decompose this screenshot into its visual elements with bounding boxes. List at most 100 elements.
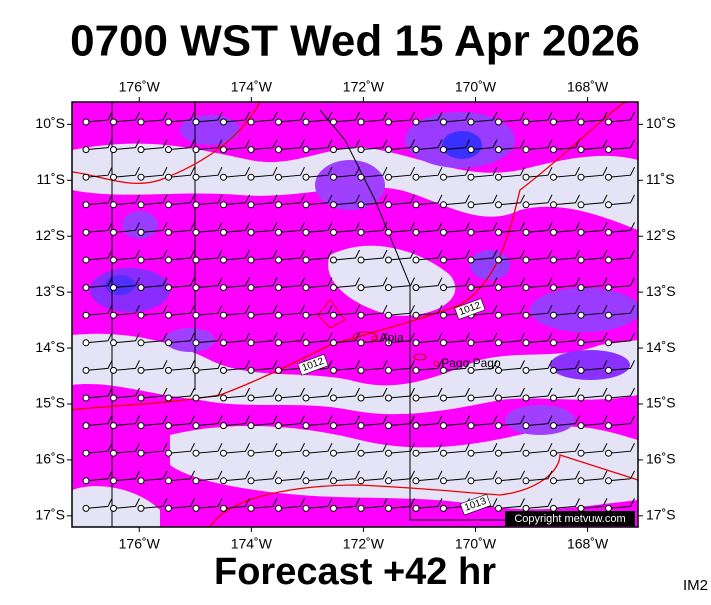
barb <box>278 470 305 482</box>
barb <box>195 111 223 123</box>
station <box>137 256 145 264</box>
station <box>275 201 282 209</box>
barb <box>305 222 333 233</box>
station <box>440 311 447 319</box>
lat-tick-label: 12˚S <box>35 227 65 243</box>
station <box>605 228 612 236</box>
barb <box>223 442 250 454</box>
station <box>605 173 612 181</box>
station <box>220 422 227 430</box>
station <box>385 394 392 402</box>
barb <box>168 360 195 371</box>
barb <box>608 415 635 427</box>
station <box>577 394 585 402</box>
barb <box>470 222 498 233</box>
barb <box>470 470 498 482</box>
barb <box>553 360 580 371</box>
station <box>220 339 227 347</box>
barb <box>250 222 278 233</box>
barb <box>580 387 608 399</box>
station <box>357 173 365 181</box>
station <box>385 449 392 457</box>
station <box>440 339 447 347</box>
station <box>550 339 557 347</box>
barb <box>553 222 580 233</box>
station <box>302 311 310 319</box>
barb <box>305 249 333 261</box>
barb <box>250 470 278 482</box>
station <box>467 201 475 209</box>
station <box>412 201 420 209</box>
station <box>82 477 90 485</box>
station <box>330 504 337 512</box>
station <box>192 311 200 319</box>
station <box>495 366 502 374</box>
station <box>302 118 310 126</box>
station <box>605 118 612 126</box>
station <box>330 118 337 126</box>
barb <box>388 387 415 399</box>
barb <box>250 304 278 316</box>
station <box>550 504 557 512</box>
place-name: Apia <box>380 331 404 345</box>
barb <box>415 277 443 289</box>
barb <box>85 304 113 316</box>
barb <box>140 111 168 123</box>
station <box>137 504 145 512</box>
barb <box>168 332 195 344</box>
barb <box>415 222 443 233</box>
barb <box>525 166 553 178</box>
barb <box>305 304 333 316</box>
station <box>550 422 557 430</box>
station <box>220 477 227 485</box>
barb <box>608 387 635 399</box>
station <box>550 173 557 181</box>
station <box>522 201 530 209</box>
barb <box>498 166 525 178</box>
station <box>137 118 145 126</box>
station <box>137 311 145 319</box>
station <box>605 504 612 512</box>
barb <box>360 304 388 316</box>
station <box>357 422 365 430</box>
station <box>302 201 310 209</box>
barb <box>580 277 608 289</box>
station <box>385 146 392 154</box>
barb <box>608 222 635 233</box>
barb <box>553 442 580 454</box>
lat-tick-label: 12˚S <box>646 227 676 243</box>
station <box>550 311 557 319</box>
image-code: IM2 <box>683 577 708 594</box>
station <box>192 118 200 126</box>
barb <box>388 415 415 427</box>
station <box>110 504 117 512</box>
station <box>302 284 310 292</box>
station <box>275 256 282 264</box>
barb <box>223 332 250 344</box>
station <box>412 256 420 264</box>
station <box>192 256 200 264</box>
barb <box>580 111 608 123</box>
station <box>467 228 475 236</box>
barb <box>250 139 278 151</box>
station <box>412 118 420 126</box>
barb <box>580 332 608 344</box>
lon-tick-label: 176˚W <box>119 79 161 95</box>
barb <box>195 194 223 206</box>
barb <box>250 442 278 454</box>
barb <box>305 194 333 206</box>
barb <box>498 332 525 344</box>
barb <box>388 139 415 151</box>
station <box>357 256 365 264</box>
barb <box>223 249 250 261</box>
station <box>440 477 447 485</box>
barb <box>580 470 608 482</box>
station <box>440 256 447 264</box>
station <box>412 311 420 319</box>
barb <box>140 332 168 344</box>
station <box>330 339 337 347</box>
station <box>330 284 337 292</box>
station <box>495 477 502 485</box>
copyright: Copyright metvuw.com <box>514 513 625 525</box>
barb <box>250 166 278 178</box>
